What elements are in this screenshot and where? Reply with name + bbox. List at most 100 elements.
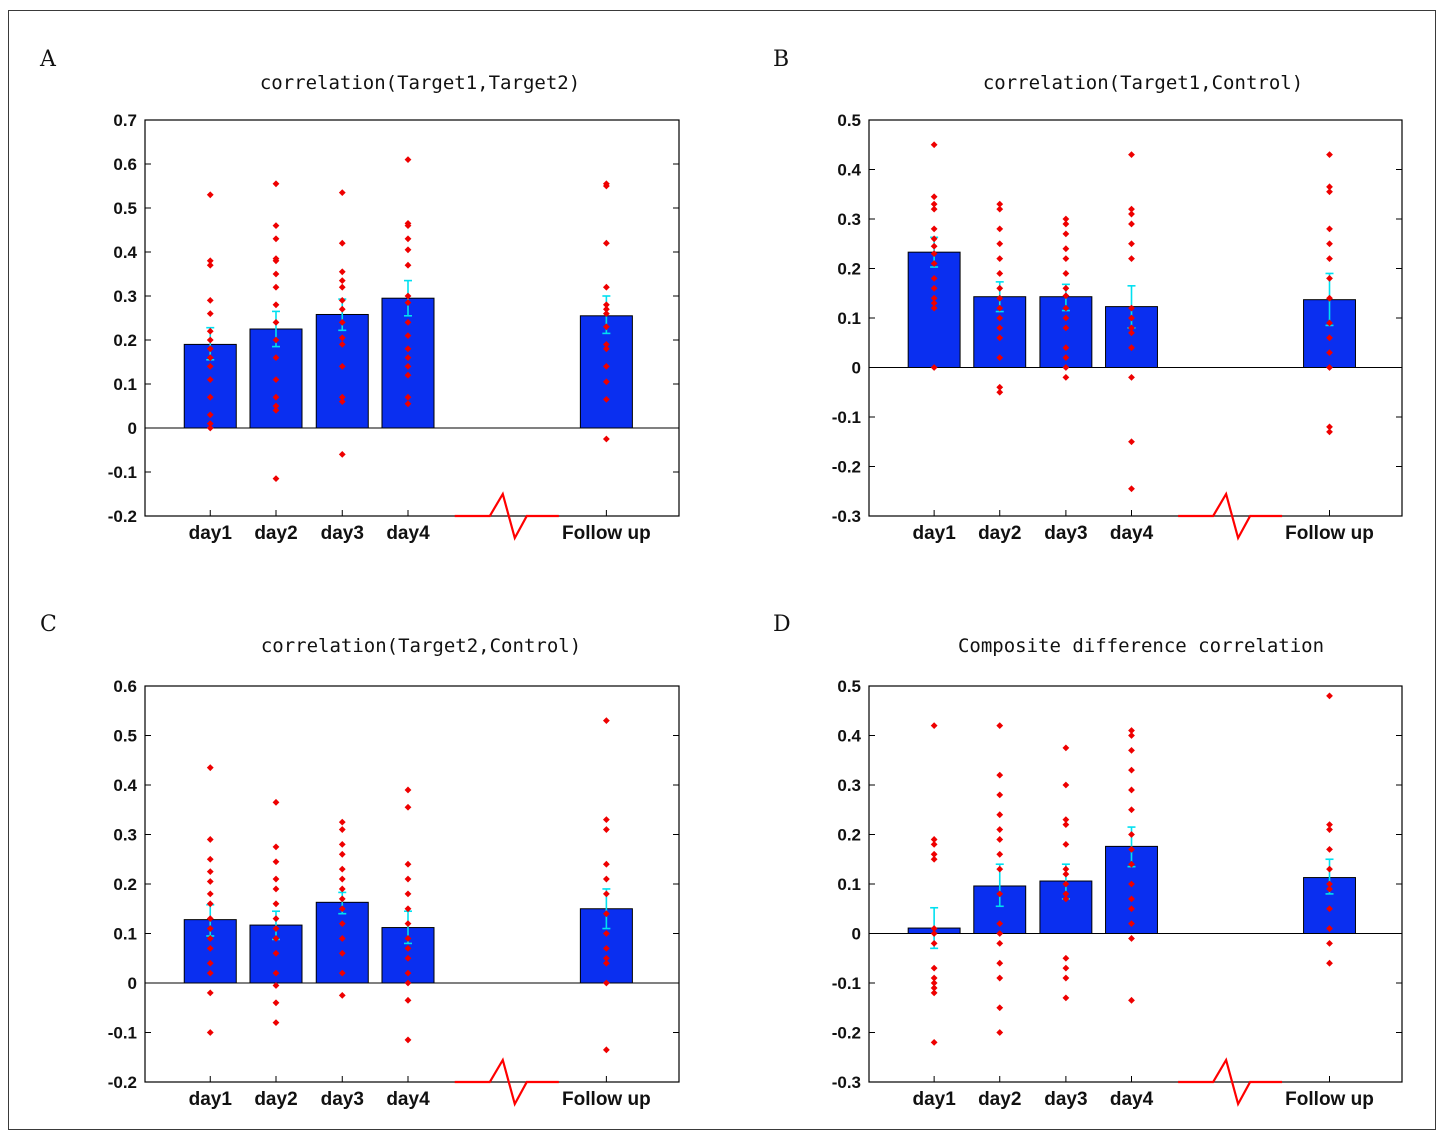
data-point	[930, 235, 938, 243]
data-point	[1128, 210, 1135, 218]
data-point	[206, 878, 214, 885]
data-point	[404, 393, 412, 401]
data-point	[206, 935, 214, 942]
data-point	[404, 920, 412, 927]
data-point	[206, 363, 214, 370]
axis-break-mark	[1178, 1057, 1283, 1107]
panel-letter: B	[773, 47, 789, 72]
y-tick-label: 0.3	[837, 210, 861, 229]
data-point	[1128, 732, 1135, 739]
data-point	[338, 818, 346, 826]
data-point	[1326, 349, 1333, 357]
data-point	[996, 388, 1004, 396]
data-point	[1062, 890, 1070, 898]
data-point	[996, 811, 1004, 819]
data-point	[602, 345, 610, 353]
data-point	[404, 292, 412, 300]
data-point	[996, 865, 1004, 873]
data-point	[1326, 151, 1333, 159]
x-tick-label: day1	[912, 1089, 956, 1110]
data-point	[272, 798, 280, 806]
data-point	[1062, 974, 1070, 982]
data-point	[996, 334, 1004, 342]
plot-area	[144, 685, 680, 1083]
data-point	[930, 974, 938, 982]
data-point	[272, 180, 280, 188]
data-point	[338, 305, 346, 313]
y-tick-label: 0.1	[113, 375, 137, 394]
y-tick-label: -0.2	[108, 1073, 137, 1092]
data-point	[404, 299, 412, 306]
data-point	[1062, 841, 1070, 848]
data-point	[404, 261, 412, 269]
data-point	[996, 930, 1004, 937]
data-point	[1326, 959, 1333, 967]
data-point	[1326, 845, 1333, 853]
data-point	[206, 1029, 214, 1036]
data-point	[404, 786, 412, 794]
axis-break-mark	[454, 1057, 559, 1107]
data-point	[1128, 324, 1135, 332]
data-point	[930, 193, 938, 201]
y-tick-label: 0.5	[113, 727, 137, 746]
data-point	[404, 354, 412, 361]
data-point	[996, 205, 1004, 213]
data-point	[1326, 821, 1333, 828]
data-point	[206, 310, 214, 317]
data-point	[338, 935, 346, 942]
data-point	[338, 991, 346, 999]
data-point	[1062, 870, 1070, 878]
data-point	[1326, 826, 1333, 833]
data-point	[996, 920, 1004, 927]
y-tick-label: -0.2	[832, 458, 861, 477]
data-point	[996, 791, 1004, 799]
data-point	[206, 257, 214, 265]
data-point	[1326, 692, 1333, 700]
y-tick-label: 0.3	[113, 287, 137, 306]
data-point	[1062, 292, 1070, 300]
data-point	[338, 451, 346, 458]
x-tick-label: day2	[978, 1089, 1021, 1110]
data-point	[1062, 781, 1070, 789]
y-tick-label: 0.3	[113, 826, 137, 845]
data-point	[206, 836, 214, 843]
data-point	[404, 875, 412, 883]
y-tick-label: -0.1	[832, 408, 861, 427]
data-point	[930, 275, 938, 282]
x-tick-label: day1	[912, 523, 956, 544]
data-point	[996, 826, 1004, 833]
data-point	[206, 297, 214, 304]
y-tick-label: 0.4	[113, 776, 137, 795]
data-point	[996, 722, 1004, 729]
data-point	[206, 944, 214, 952]
data-point	[1062, 245, 1070, 253]
data-point	[206, 420, 214, 427]
x-tick-label: day4	[1110, 1089, 1154, 1110]
data-point	[930, 294, 938, 302]
data-point	[930, 940, 938, 947]
data-point	[1326, 319, 1333, 327]
y-tick-label: -0.1	[832, 974, 861, 993]
data-point	[206, 411, 214, 419]
data-point	[338, 334, 346, 342]
data-point	[1128, 935, 1135, 942]
data-point	[272, 336, 280, 344]
data-point	[404, 222, 412, 229]
data-point	[602, 816, 610, 824]
data-point	[1062, 255, 1070, 262]
data-point	[338, 949, 346, 957]
data-point	[1326, 240, 1333, 248]
data-point	[338, 189, 346, 196]
data-point	[930, 984, 938, 992]
data-point	[602, 435, 610, 443]
data-point	[206, 868, 214, 876]
data-point	[272, 222, 280, 229]
data-point	[602, 930, 610, 937]
data-point	[1062, 994, 1070, 1002]
data-point	[930, 979, 938, 987]
chart-title: correlation(Target1,Control)	[983, 72, 1303, 94]
data-point	[1062, 364, 1070, 371]
data-point	[602, 1046, 610, 1054]
data-point	[930, 930, 938, 937]
